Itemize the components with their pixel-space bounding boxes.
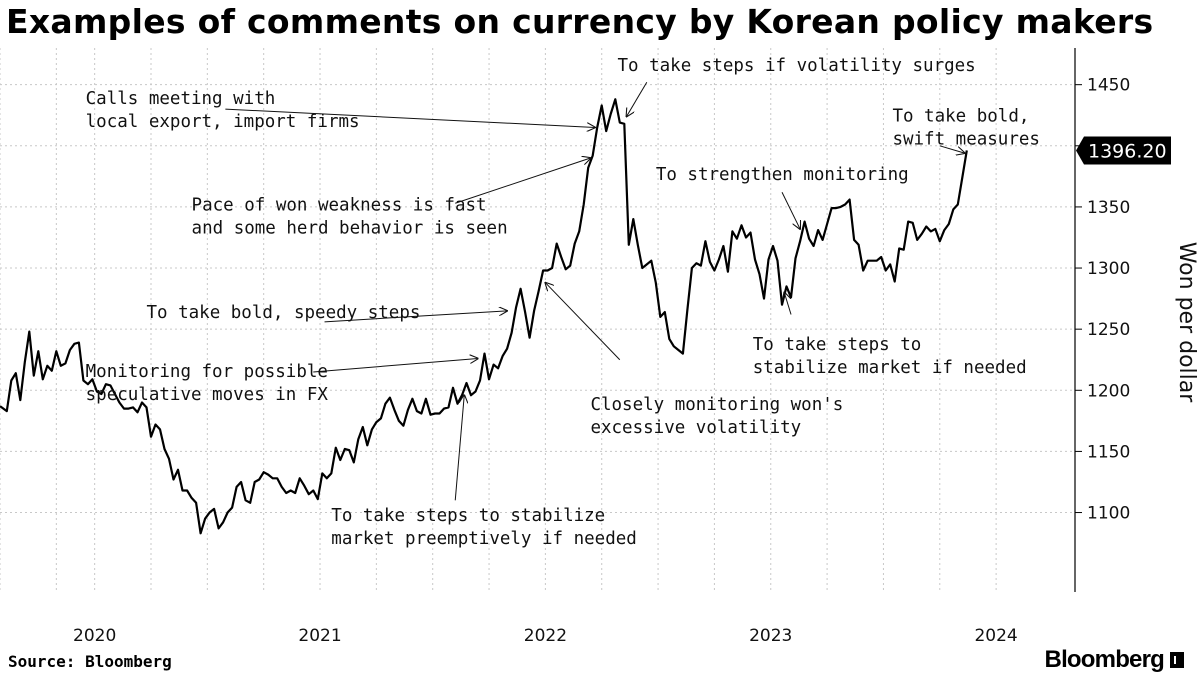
x-tick-label: 2022: [524, 626, 567, 646]
x-tick-label: 2020: [73, 626, 116, 646]
annotation-text: Monitoring for possible: [86, 362, 328, 382]
y-tick-label: 1250: [1087, 320, 1130, 340]
annotation-text: To take bold,: [892, 106, 1029, 126]
annotation-text: market preemptively if needed: [331, 529, 637, 549]
brand-badge-icon: [1170, 652, 1184, 668]
annotation-arrow: [939, 145, 965, 153]
y-tick-label: 1150: [1087, 442, 1130, 462]
chart-title: Examples of comments on currency by Kore…: [6, 2, 1154, 41]
y-tick-label: 1200: [1087, 381, 1130, 401]
annotation-text: and some herd behavior is seen: [192, 219, 508, 239]
annotation-text: To take bold, speedy steps: [146, 303, 420, 323]
annotation-text: To take steps to: [753, 335, 922, 355]
annotation-arrow: [781, 192, 800, 229]
series-layer: [0, 98, 968, 535]
annotation-arrow: [545, 283, 621, 361]
annotation-arrow: [225, 108, 595, 127]
x-tick-label: 2021: [298, 626, 341, 646]
annotation-text: Closely monitoring won's: [590, 395, 843, 415]
y-axis-label: Won per dollar: [1174, 242, 1199, 404]
y-tick-label: 1350: [1087, 198, 1130, 218]
x-tick-label: 2023: [749, 626, 792, 646]
annotation-arrow: [784, 292, 792, 315]
y-tick-label: 1100: [1087, 504, 1130, 524]
annotation-text: To take steps if volatility surges: [618, 56, 976, 76]
brand-wordmark: Bloomberg: [1044, 646, 1165, 673]
annotation-arrow: [627, 81, 648, 116]
annotation-text: swift measures: [892, 129, 1040, 149]
x-tick-label: 2024: [974, 626, 1017, 646]
series-line: [0, 98, 968, 535]
axes: 1100115012001250130013501400145020202021…: [73, 48, 1199, 646]
annotation-arrow: [455, 158, 590, 204]
source-note: Source: Bloomberg: [8, 652, 172, 671]
annotation-text: excessive volatility: [590, 418, 801, 438]
annotation-arrow: [313, 359, 478, 373]
annotation-text: To strengthen monitoring: [656, 165, 909, 185]
annotation-text: Calls meeting with: [86, 89, 276, 109]
annotation-text: Pace of won weakness is fast: [192, 196, 487, 216]
y-tick-label: 1300: [1087, 259, 1130, 279]
annotations: Calls meeting with local export, import f…: [86, 56, 1040, 549]
annotation-text: stabilize market if needed: [753, 358, 1027, 378]
y-tick-label: 1450: [1087, 76, 1130, 96]
annotation-arrow: [454, 395, 464, 501]
annotation-arrow: [324, 311, 508, 323]
annotation-text: local export, import firms: [86, 112, 360, 132]
last-value-label: 1396.20: [1088, 140, 1167, 162]
bloomberg-logo: Bloomberg: [1045, 646, 1184, 674]
last-value-box: [1076, 136, 1171, 165]
last-value-marker: 1396.20: [1076, 136, 1171, 165]
annotation-text: speculative moves in FX: [86, 385, 329, 405]
annotation-text: To take steps to stabilize: [331, 506, 605, 526]
